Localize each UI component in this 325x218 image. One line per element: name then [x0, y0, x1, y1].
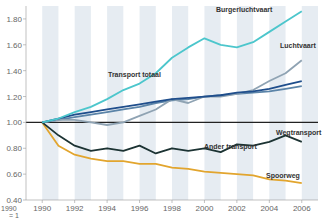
series-label: Spoorweg	[266, 172, 300, 180]
series-label: Ander transport	[204, 143, 258, 151]
series-line	[42, 81, 302, 122]
series-label: Transport totaal	[108, 71, 161, 79]
grid-band	[75, 6, 91, 200]
y-tick-label: 1.80	[6, 15, 22, 24]
x-tick	[301, 200, 302, 203]
y-axis	[26, 6, 27, 200]
series-line	[42, 122, 302, 153]
chart: 0.40 0.60 0.80 1.00 1.20 1.40 1.60 1.80 1990 1992…	[0, 0, 325, 218]
x-tick	[204, 200, 205, 203]
x-tick	[269, 200, 270, 203]
y-tick	[23, 122, 26, 123]
y-tick-label: 0.40	[6, 196, 22, 205]
grid	[42, 6, 318, 200]
series-label: Luchtvaart	[280, 42, 316, 49]
x-tick-label: 1994	[98, 204, 116, 213]
y-tick	[23, 96, 26, 97]
x-tick-label: 1990	[33, 204, 51, 213]
y-tick	[23, 70, 26, 71]
x-tick-label: 1992	[66, 204, 84, 213]
x-tick-label: 2000	[196, 204, 214, 213]
y-tick	[23, 174, 26, 175]
lines	[42, 11, 302, 183]
x-tick	[42, 200, 43, 203]
x-axis-label: 1990= 1	[1, 205, 19, 218]
x-axis-label-line: = 1	[9, 212, 19, 218]
x-tick	[236, 200, 237, 203]
y-tick-label: 1.20	[6, 93, 22, 102]
x-tick	[74, 200, 75, 203]
y-tick-label: 1.40	[6, 67, 22, 76]
grid-band	[302, 6, 318, 200]
grid-band	[269, 6, 285, 200]
x-tick	[107, 200, 108, 203]
y-tick	[23, 148, 26, 149]
series-line	[42, 60, 302, 125]
x-tick-label: 2006	[293, 204, 311, 213]
grid-band	[107, 6, 123, 200]
x-tick	[172, 200, 173, 203]
series-line	[42, 122, 302, 183]
series-label: Burgerluchtvaart	[216, 6, 273, 14]
grid-band	[42, 6, 58, 200]
x-tick-label: 2002	[228, 204, 246, 213]
x-axis-label-line: 1990	[1, 205, 17, 212]
y-tick-label: 0.60	[6, 170, 22, 179]
x-tick-label: 1996	[131, 204, 149, 213]
series-line	[42, 86, 302, 122]
index-line	[26, 122, 318, 123]
x-tick-label: 1998	[163, 204, 181, 213]
series-line	[42, 11, 302, 122]
y-tick-label: 1.00	[6, 118, 22, 127]
y-tick-label: 0.80	[6, 144, 22, 153]
y-tick	[23, 18, 26, 19]
y-tick	[23, 200, 26, 201]
grid-band	[237, 6, 253, 200]
x-tick-label: 2004	[260, 204, 278, 213]
y-tick	[23, 44, 26, 45]
x-tick	[139, 200, 140, 203]
series-label: Wegtransport	[276, 129, 322, 137]
y-tick-label: 1.60	[6, 41, 22, 50]
